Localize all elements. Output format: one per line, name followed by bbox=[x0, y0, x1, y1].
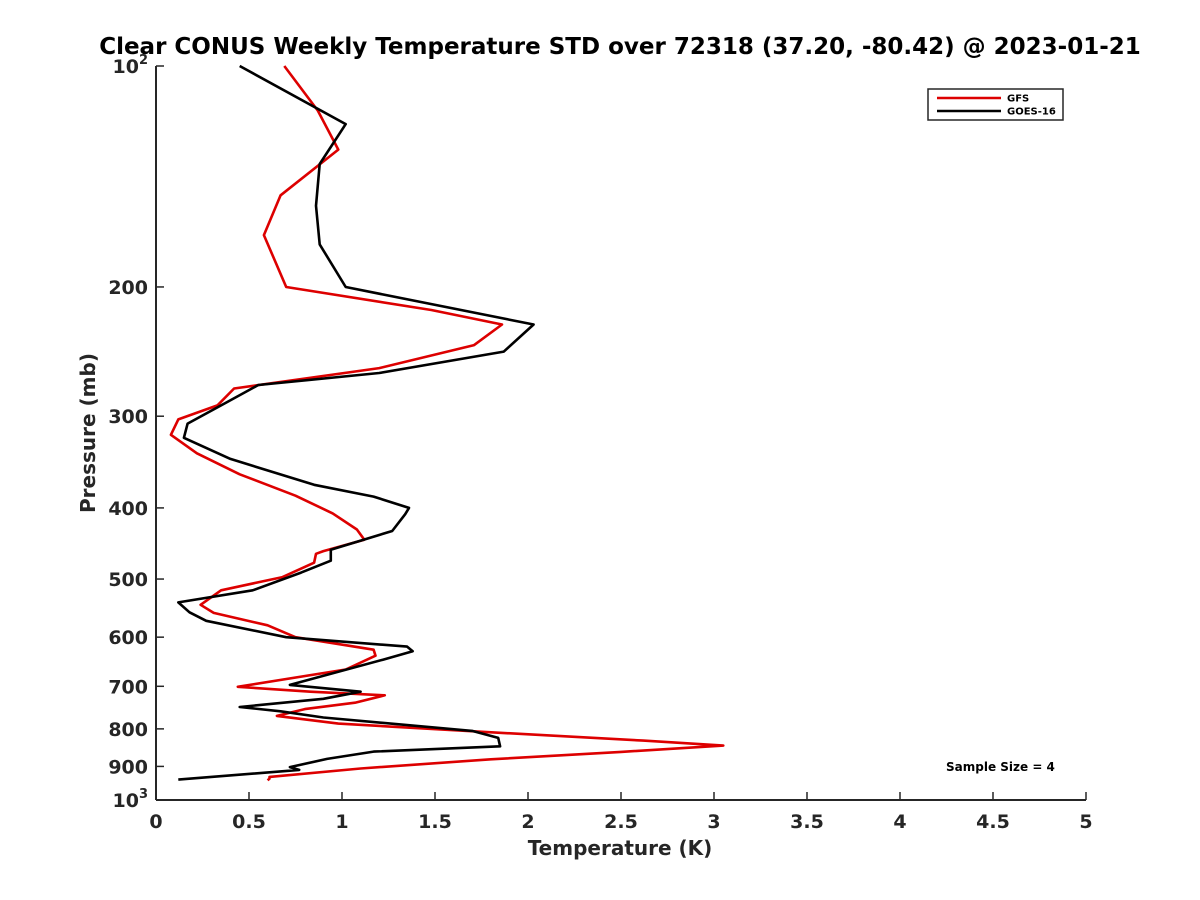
x-tick-label: 3.5 bbox=[790, 811, 824, 833]
x-tick-label: 3 bbox=[707, 811, 720, 833]
x-tick-label: 0 bbox=[149, 811, 162, 833]
series-line-gfs bbox=[169, 65, 725, 782]
y-tick-label: 600 bbox=[108, 627, 148, 649]
y-tick-label: 800 bbox=[108, 719, 148, 741]
x-tick-label: 2.5 bbox=[604, 811, 638, 833]
y-tick-label: 300 bbox=[108, 406, 148, 428]
x-tick-label: 1 bbox=[335, 811, 348, 833]
x-tick-label: 5 bbox=[1079, 811, 1092, 833]
y-axis-label: Pressure (mb) bbox=[76, 353, 100, 513]
legend-label-goes16: GOES-16 bbox=[1007, 107, 1056, 118]
y-tick-label: 102 bbox=[113, 53, 149, 78]
legend-label-gfs: GFS bbox=[1007, 94, 1029, 105]
series-layer bbox=[169, 64, 725, 782]
x-tick-label: 4.5 bbox=[976, 811, 1010, 833]
series-line-goes16 bbox=[177, 64, 535, 781]
x-tick-label: 4 bbox=[893, 811, 906, 833]
y-tick-label: 200 bbox=[108, 277, 148, 299]
chart-title: Clear CONUS Weekly Temperature STD over … bbox=[99, 34, 1141, 60]
legend: GFS GOES-16 bbox=[927, 88, 1064, 121]
x-tick-label: 1.5 bbox=[418, 811, 452, 833]
y-tick-label: 500 bbox=[108, 569, 148, 591]
y-tick-label: 103 bbox=[113, 787, 149, 812]
x-tick-label: 0.5 bbox=[232, 811, 266, 833]
x-axis-label: Temperature (K) bbox=[528, 836, 713, 860]
x-ticks: 0 0.5 1 1.5 2 2.5 3 3.5 4 4.5 5 bbox=[149, 792, 1093, 833]
y-ticks: 102 200 300 400 500 600 700 800 900 103 bbox=[108, 53, 164, 812]
legend-box bbox=[927, 88, 1064, 121]
y-tick-label: 400 bbox=[108, 498, 148, 520]
sample-size-annotation: Sample Size = 4 bbox=[946, 760, 1055, 774]
y-tick-label: 700 bbox=[108, 676, 148, 698]
x-tick-label: 2 bbox=[521, 811, 534, 833]
y-tick-label: 900 bbox=[108, 756, 148, 778]
